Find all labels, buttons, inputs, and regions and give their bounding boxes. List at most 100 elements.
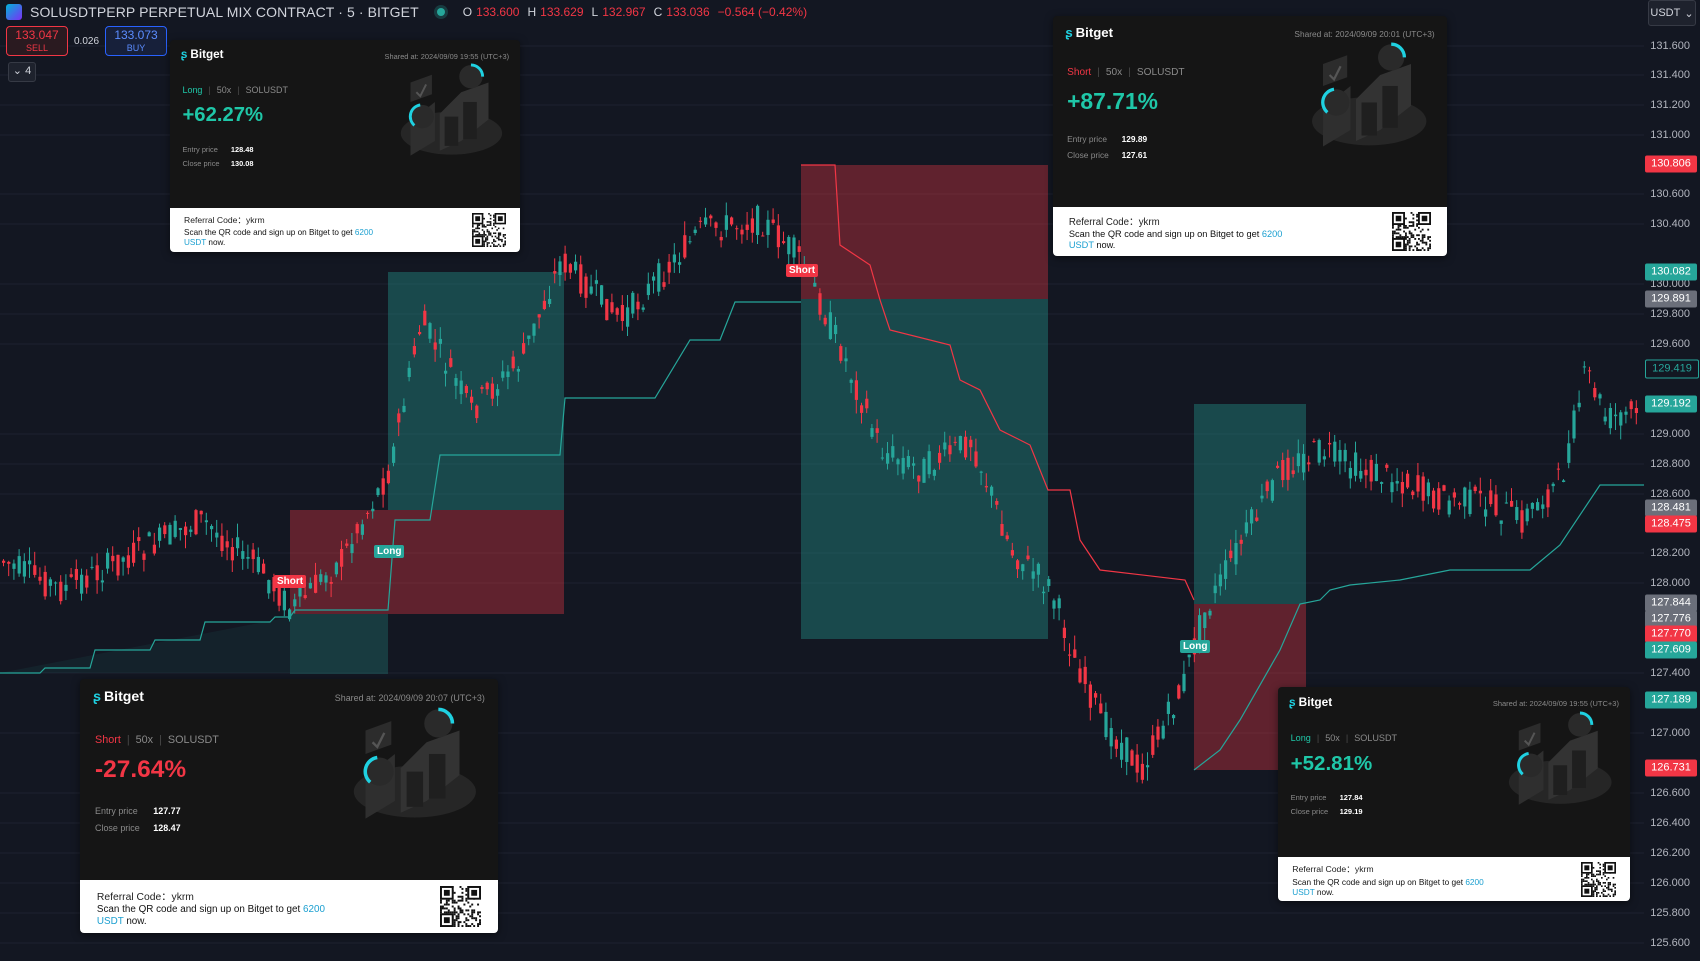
collapse-indicators-button[interactable]: ⌄ 4 bbox=[8, 62, 36, 82]
brand-name: Bitget bbox=[1298, 694, 1333, 709]
price-axis[interactable]: 131.600 131.400 131.200 131.000 130.600 130.4… bbox=[1644, 0, 1700, 961]
pnl-share-card: ʂ Bitget Shared at: 2024/09/09 20:01 (UT… bbox=[1053, 16, 1447, 256]
chart-illustration-icon bbox=[342, 707, 483, 832]
sell-price: 133.047 bbox=[15, 28, 59, 42]
trend-lines bbox=[0, 164, 1644, 771]
referral-promo-text: Scan the QR code and sign up on Bitget t… bbox=[1292, 877, 1486, 898]
entry-label: Entry price bbox=[182, 144, 218, 154]
shared-timestamp: Shared at: 2024/09/09 19:55 (UTC+3) bbox=[384, 51, 510, 61]
price-tick-label: 129.000 bbox=[1650, 428, 1690, 440]
price-details: Entry price 127.77 Close price 128.47 bbox=[95, 803, 181, 837]
buy-button[interactable]: 133.073 BUY bbox=[105, 26, 168, 56]
price-tick-label: 128.200 bbox=[1650, 547, 1690, 559]
price-level-tag: 129.192 bbox=[1645, 395, 1697, 413]
price-tick-label: 129.600 bbox=[1650, 338, 1690, 350]
promo-text: Scan the QR code and sign up on Bitget t… bbox=[184, 227, 355, 237]
separator: | bbox=[126, 733, 130, 746]
promo-amount: 6200 USDT bbox=[1292, 876, 1484, 898]
sell-button[interactable]: 133.047 SELL bbox=[6, 26, 68, 56]
separator: | bbox=[208, 85, 211, 96]
position-meta: Long | 50x | SOLUSDT bbox=[1291, 733, 1397, 743]
referral-value: ykrm bbox=[171, 891, 194, 903]
price-tick-label: 126.000 bbox=[1650, 877, 1690, 889]
buy-label: BUY bbox=[126, 43, 146, 53]
qr-code-icon[interactable] bbox=[1392, 212, 1432, 256]
brand-name: Bitget bbox=[190, 47, 224, 61]
referral-code: Referral Code：ykrm bbox=[184, 214, 265, 226]
buy-price: 133.073 bbox=[114, 28, 158, 42]
currency-label: USDT bbox=[1650, 7, 1681, 19]
bitget-logo-icon: ʂ bbox=[93, 688, 101, 705]
price-level-tag: 130.082 bbox=[1645, 263, 1697, 281]
sell-label: SELL bbox=[25, 43, 49, 53]
promo-amount: 6200 USDT bbox=[96, 903, 325, 927]
leverage: 50x bbox=[216, 85, 232, 96]
entry-price: 129.89 bbox=[1121, 134, 1148, 145]
qr-code-icon[interactable] bbox=[440, 885, 482, 932]
signal-long: Long bbox=[1180, 640, 1211, 653]
entry-price: 127.84 bbox=[1339, 793, 1363, 803]
price-level-tag: 126.731 bbox=[1645, 759, 1697, 777]
indicator-count: 4 bbox=[25, 65, 32, 77]
price-tick-label: 130.400 bbox=[1650, 218, 1690, 230]
price-level-tag: 127.844 bbox=[1645, 594, 1697, 612]
entry-price: 127.77 bbox=[153, 806, 181, 817]
chart-illustration-icon bbox=[1301, 42, 1433, 159]
price-tick-label: 128.000 bbox=[1650, 577, 1690, 589]
referral-code: Referral Code：ykrm bbox=[1292, 863, 1373, 875]
separator: | bbox=[1128, 67, 1131, 79]
pnl-share-card: ʂ Bitget Shared at: 2024/09/09 19:55 (UT… bbox=[170, 40, 520, 252]
referral-label: Referral Code： bbox=[1068, 217, 1139, 229]
price-tick-label: 128.800 bbox=[1650, 458, 1690, 470]
referral-value: ykrm bbox=[1354, 864, 1374, 875]
qr-code-icon[interactable] bbox=[1580, 861, 1616, 901]
close-price: 130.08 bbox=[230, 159, 254, 168]
bitget-logo-icon: ʂ bbox=[1289, 694, 1296, 709]
close-label: Close price bbox=[1067, 150, 1109, 160]
signal-long: Long bbox=[374, 545, 405, 558]
separator: | bbox=[1345, 732, 1349, 743]
price-tick-label: 131.200 bbox=[1650, 99, 1690, 111]
currency-selector[interactable]: USDT ⌄ bbox=[1648, 0, 1696, 26]
price-tick-label: 131.600 bbox=[1650, 40, 1690, 52]
referral-code: Referral Code：ykrm bbox=[1069, 214, 1160, 228]
pair: SOLUSDT bbox=[1354, 732, 1398, 743]
referral-footer: Referral Code：ykrm Scan the QR code and … bbox=[80, 880, 498, 933]
entry-label: Entry price bbox=[1067, 134, 1107, 145]
market-open-icon bbox=[436, 8, 445, 16]
price-level-tag: 127.770 bbox=[1645, 625, 1697, 643]
qr-code-icon[interactable] bbox=[471, 212, 506, 252]
referral-footer: Referral Code：ykrm Scan the QR code and … bbox=[1278, 857, 1630, 901]
signal-short: Short bbox=[274, 575, 307, 588]
referral-promo-text: Scan the QR code and sign up on Bitget t… bbox=[184, 228, 375, 248]
shared-timestamp: Shared at: 2024/09/09 20:07 (UTC+3) bbox=[334, 693, 485, 704]
position-side: Short bbox=[95, 733, 121, 746]
symbol-title[interactable]: SOLUSDTPERP PERPETUAL MIX CONTRACT · 5 ·… bbox=[30, 4, 419, 20]
ohlc-value: 133.629 bbox=[540, 5, 584, 19]
chevron-down-icon: ⌄ bbox=[12, 65, 23, 77]
price-tick-label: 125.800 bbox=[1650, 907, 1690, 919]
brand-logo: ʂ Bitget bbox=[1289, 695, 1332, 709]
candlesticks bbox=[2, 202, 1638, 784]
close-price: 129.19 bbox=[1339, 807, 1363, 817]
referral-promo-text: Scan the QR code and sign up on Bitget t… bbox=[1069, 229, 1285, 252]
separator: | bbox=[237, 85, 240, 96]
price-tick-label: 130.600 bbox=[1650, 188, 1690, 200]
position-side: Long bbox=[1290, 732, 1311, 743]
leverage: 50x bbox=[1325, 732, 1340, 743]
close-price: 127.61 bbox=[1121, 150, 1148, 160]
ohlc-key: C bbox=[653, 5, 663, 19]
ohlc-key: H bbox=[527, 5, 537, 19]
price-level-tag: 128.481 bbox=[1645, 499, 1697, 517]
promo-amount: 6200 USDT bbox=[184, 227, 374, 247]
brand-logo: ʂ Bitget bbox=[1065, 25, 1113, 40]
brand-logo: ʂ Bitget bbox=[181, 48, 224, 61]
position-side: Long bbox=[182, 85, 203, 96]
price-level-tag: 129.419 bbox=[1645, 359, 1699, 379]
price-tick-label: 128.600 bbox=[1650, 488, 1690, 500]
entry-label: Entry price bbox=[1290, 793, 1327, 803]
chart-illustration-icon bbox=[391, 63, 508, 167]
referral-label: Referral Code： bbox=[184, 215, 247, 226]
entry-price: 128.48 bbox=[230, 144, 254, 154]
position-meta: Short | 50x | SOLUSDT bbox=[1067, 67, 1185, 78]
